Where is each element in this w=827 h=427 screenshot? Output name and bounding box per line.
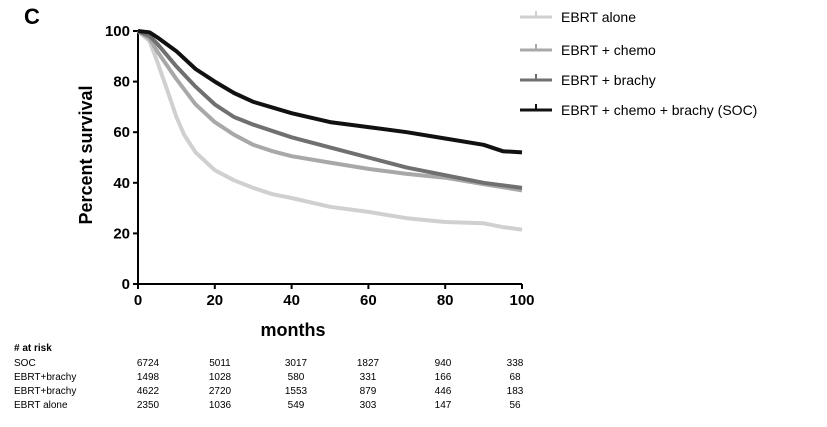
risk-row-label: EBRT+brachy xyxy=(14,372,76,383)
risk-cell: 6724 xyxy=(137,358,160,369)
risk-cell: 580 xyxy=(288,372,305,383)
y-tick-label: 60 xyxy=(113,124,130,141)
risk-cell: 4622 xyxy=(137,386,160,397)
plot-area: 0 20 40 60 80 100 0 20 40 60 80 100 xyxy=(105,23,535,309)
risk-table: # at risk SOC 6724 5011 3017 1827 940 338 EBRT+… xyxy=(14,343,524,411)
legend-label: EBRT + chemo + brachy (SOC) xyxy=(561,102,757,118)
risk-row-label: EBRT+brachy xyxy=(14,386,76,397)
series-line-2 xyxy=(136,29,523,193)
y-tick-label: 40 xyxy=(113,175,130,192)
x-axis-title: months xyxy=(261,320,326,340)
risk-cell: 1028 xyxy=(209,372,232,383)
risk-cell: 68 xyxy=(509,372,521,383)
legend-label: EBRT alone xyxy=(561,9,636,25)
series-line-3 xyxy=(137,29,523,190)
series-line-1 xyxy=(136,29,523,232)
risk-cell: 2720 xyxy=(209,386,232,397)
y-tick-label: 20 xyxy=(113,225,130,242)
x-tick-label: 40 xyxy=(283,292,300,309)
risk-cell: 5011 xyxy=(209,358,231,369)
legend-label: EBRT + chemo xyxy=(561,42,656,58)
risk-cell: 2350 xyxy=(137,400,160,411)
risk-cell: 331 xyxy=(360,372,377,383)
risk-cell: 940 xyxy=(435,358,452,369)
x-tick-label: 20 xyxy=(206,292,223,309)
risk-cell: 166 xyxy=(435,372,452,383)
x-tick-label: 80 xyxy=(437,292,454,309)
risk-cell: 1498 xyxy=(137,372,160,383)
y-tick-label: 0 xyxy=(122,276,130,293)
risk-cell: 549 xyxy=(288,400,305,411)
y-axis-title: Percent survival xyxy=(76,85,96,224)
y-tick-label: 100 xyxy=(105,23,130,40)
risk-cell: 1036 xyxy=(209,400,232,411)
risk-cell: 147 xyxy=(435,400,452,411)
series-line-4 xyxy=(137,29,523,155)
legend-label: EBRT + brachy xyxy=(561,72,656,88)
risk-cell: 338 xyxy=(507,358,524,369)
risk-cell: 183 xyxy=(507,386,524,397)
risk-cell: 1553 xyxy=(285,386,308,397)
x-tick-label: 0 xyxy=(134,292,142,309)
risk-row-label: SOC xyxy=(14,358,36,369)
risk-cell: 1827 xyxy=(357,358,380,369)
risk-row-label: EBRT alone xyxy=(14,400,68,411)
x-tick-label: 60 xyxy=(360,292,377,309)
risk-cell: 303 xyxy=(360,400,377,411)
x-tick-label: 100 xyxy=(509,292,534,309)
panel-letter: C xyxy=(24,4,40,29)
risk-cell: 3017 xyxy=(285,358,308,369)
risk-cell: 56 xyxy=(509,400,521,411)
legend: EBRT alone EBRT + chemo EBRT + brachy EBRT … xyxy=(520,9,757,118)
risk-cell: 446 xyxy=(435,386,452,397)
y-tick-label: 80 xyxy=(113,74,130,91)
risk-table-header: # at risk xyxy=(14,343,52,354)
risk-cell: 879 xyxy=(360,386,377,397)
